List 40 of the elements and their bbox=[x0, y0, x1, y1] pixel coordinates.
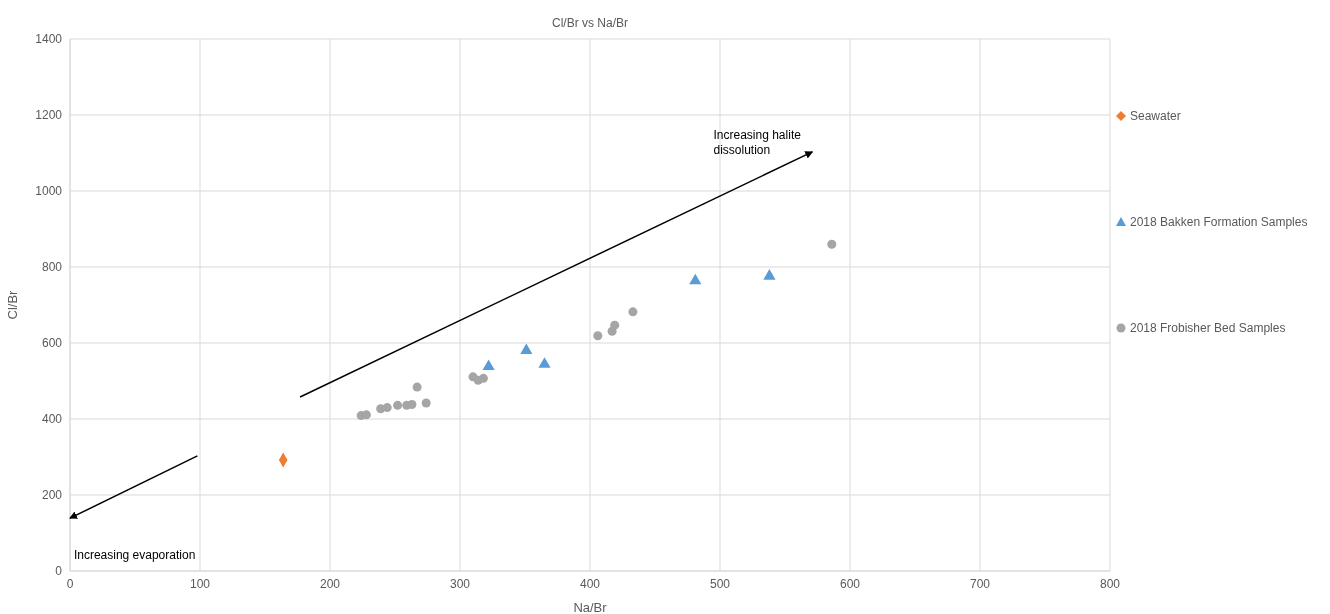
y-tick-label: 1000 bbox=[35, 184, 63, 199]
y-tick-label: 600 bbox=[41, 336, 63, 351]
x-tick-label: 800 bbox=[1099, 576, 1121, 591]
legend-label: 2018 Frobisher Bed Samples bbox=[1129, 320, 1287, 337]
point bbox=[610, 320, 620, 330]
y-tick-label: 0 bbox=[55, 564, 63, 579]
x-tick-label: 400 bbox=[579, 576, 601, 591]
chart-title: Cl/Br vs Na/Br bbox=[551, 16, 629, 30]
x-tick-label: 100 bbox=[189, 576, 211, 591]
point bbox=[763, 269, 776, 280]
legend-label: Seawater bbox=[1129, 108, 1182, 125]
y-tick-label: 1400 bbox=[35, 32, 63, 47]
point bbox=[421, 398, 431, 408]
point bbox=[482, 359, 495, 371]
point bbox=[382, 403, 392, 413]
annotation: Increasing halite dissolution bbox=[713, 128, 802, 159]
x-tick-label: 700 bbox=[969, 576, 991, 591]
point bbox=[538, 357, 551, 368]
y-axis-title: Cl/Br bbox=[4, 289, 20, 320]
y-tick-label: 200 bbox=[41, 488, 63, 503]
point bbox=[393, 400, 403, 410]
point bbox=[593, 331, 603, 341]
x-axis-title: Na/Br bbox=[573, 600, 608, 614]
x-tick-label: 600 bbox=[839, 576, 861, 591]
point bbox=[520, 343, 533, 355]
point bbox=[628, 307, 638, 317]
legend-label: 2018 Bakken Formation Samples bbox=[1129, 214, 1308, 231]
point bbox=[827, 239, 837, 249]
x-tick-label: 500 bbox=[709, 576, 731, 591]
x-tick-label: 300 bbox=[449, 576, 471, 591]
y-tick-label: 800 bbox=[41, 260, 63, 275]
y-tick-label: 400 bbox=[41, 412, 63, 427]
point bbox=[407, 400, 417, 410]
x-tick-label: 200 bbox=[319, 576, 341, 591]
annotation: Increasing evaporation bbox=[73, 547, 196, 562]
point bbox=[412, 382, 422, 392]
point bbox=[478, 373, 488, 383]
point bbox=[689, 273, 702, 285]
y-tick-label: 1200 bbox=[35, 108, 63, 123]
x-tick-label: 0 bbox=[66, 576, 74, 591]
